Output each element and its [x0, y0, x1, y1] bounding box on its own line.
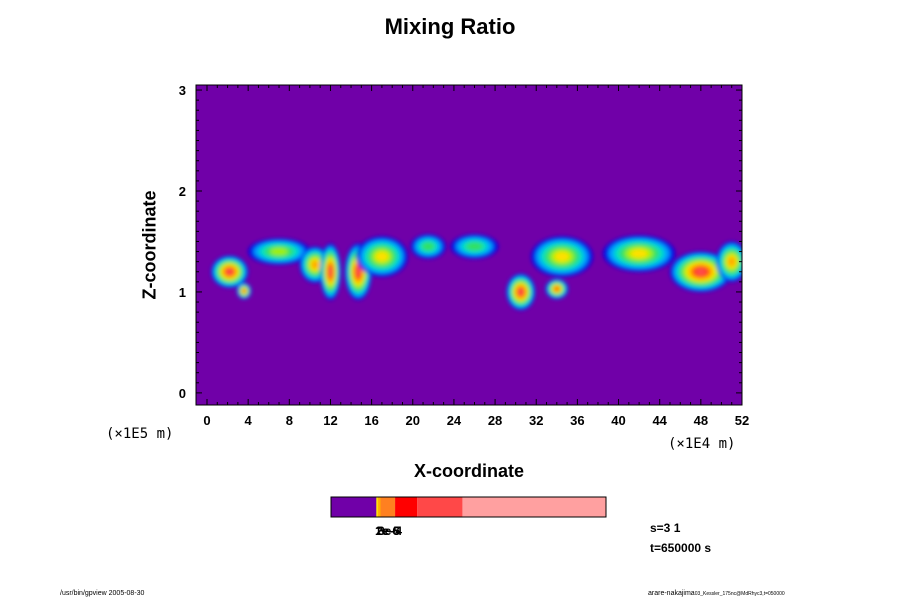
contour-region-10-level-8: [554, 287, 559, 291]
footer-run-id: 03_Kessler_175nc@MdRhyc3,t=050000: [694, 591, 785, 597]
x-tick-label: 32: [529, 413, 543, 428]
x-tick-label: 52: [735, 413, 749, 428]
footer-author: arare-nakajima03_Kessler_175nc@MdRhyc3,t…: [648, 590, 785, 597]
colorbar-segment: [376, 497, 379, 517]
contour-region-11-level-6: [554, 251, 570, 262]
colorbar-frame: [330, 496, 607, 518]
colorbar-segment: [378, 497, 381, 517]
contour-region-12-level-6: [630, 249, 648, 258]
colorbar-tick-label: 2e-5: [376, 524, 400, 538]
x-tick-label: 36: [570, 413, 584, 428]
x-axis-label: X-coordinate: [413, 461, 524, 481]
contour-region-0-level-9: [226, 269, 233, 275]
contour-region-3-level-7: [311, 260, 319, 269]
x-tick-label: 4: [245, 413, 253, 428]
x-tick-label: 12: [323, 413, 337, 428]
footer-command: /usr/bin/gpview 2005-08-30: [60, 590, 145, 597]
colorbar-segment: [395, 497, 418, 517]
x-tick-label: 28: [488, 413, 502, 428]
footer-author-name: arare-nakajima: [648, 590, 695, 597]
colorbar-tick-label: 3e-4: [378, 524, 402, 538]
contour-region-8-level-4: [466, 242, 483, 251]
x-tick-label: 20: [406, 413, 420, 428]
step-label: s=3 1: [650, 521, 681, 535]
colorbar-segment: [462, 497, 606, 517]
y-tick-label: 3: [179, 83, 186, 98]
contour-region-7-level-4: [422, 242, 435, 251]
chart-title: Mixing Ratio: [384, 14, 516, 39]
contour-region-9-level-9: [518, 288, 524, 295]
x-tick-label: 24: [447, 413, 462, 428]
contour-region-2-level-5: [270, 247, 288, 256]
contour-region-1-level-8: [242, 289, 246, 293]
colorbar-segment: [417, 497, 463, 517]
y-scale-note: (×1E5 m): [106, 426, 174, 442]
y-tick-label: 2: [179, 184, 186, 199]
contour-region-14-level-7: [728, 257, 735, 266]
x-scale-note: (×1E4 m): [668, 436, 736, 452]
colorbar-segment: [331, 497, 377, 517]
contour-region-5-level-9: [356, 267, 361, 277]
x-tick-label: 16: [364, 413, 378, 428]
colorbar: 1e-62e-53e-4: [330, 496, 607, 538]
plot-frame: [195, 84, 743, 406]
x-tick-label: 44: [652, 413, 667, 428]
contour-fill-layer: [211, 234, 742, 311]
contour-region-4-level-9: [328, 267, 333, 277]
y-axis-label: Z-coordinate: [139, 190, 160, 300]
x-tick-label: 40: [611, 413, 625, 428]
x-tick-label: 0: [203, 413, 210, 428]
contour-region-6-level-6: [375, 251, 389, 262]
x-tick-label: 8: [286, 413, 293, 428]
y-tick-label: 1: [179, 285, 186, 300]
y-tick-label: 0: [179, 386, 186, 401]
time-label: t=650000 s: [650, 541, 712, 555]
contour-region-13-level-9: [695, 268, 706, 276]
colorbar-tick-label: 1e-6: [375, 524, 399, 538]
x-tick-label: 48: [694, 413, 708, 428]
colorbar-segment: [380, 497, 396, 517]
